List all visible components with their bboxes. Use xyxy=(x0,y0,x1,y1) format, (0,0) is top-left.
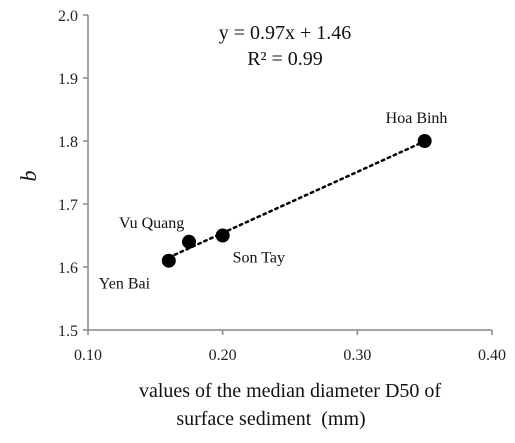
data-points xyxy=(161,134,432,268)
data-point xyxy=(182,234,196,249)
x-tick-label: 0.10 xyxy=(74,347,102,364)
y-tick-label: 1.7 xyxy=(58,197,78,214)
y-tick-label: 1.5 xyxy=(58,323,78,340)
y-tick-label: 2.0 xyxy=(58,8,78,25)
y-tick-label: 1.8 xyxy=(58,134,78,151)
point-label: Son Tay xyxy=(233,250,285,267)
x-tick-label: 0.30 xyxy=(343,347,371,364)
data-point xyxy=(215,228,230,243)
data-point xyxy=(161,253,176,268)
point-label: Yen Bai xyxy=(99,276,151,293)
point-label: Vu Quang xyxy=(119,215,184,232)
r-squared-label: R² = 0.99 xyxy=(247,48,323,70)
y-tick-label: 1.6 xyxy=(58,260,78,277)
trendline xyxy=(167,140,426,259)
x-tick-label: 0.20 xyxy=(209,347,237,364)
data-point xyxy=(417,134,432,148)
y-ticks: 1.5 1.6 1.7 1.8 1.9 2.0 xyxy=(58,8,88,340)
x-tick-label: 0.40 xyxy=(478,347,506,364)
point-label: Hoa Binh xyxy=(386,110,448,127)
y-tick-label: 1.9 xyxy=(58,71,78,88)
x-axis-title-line-1: values of the median diameter D50 of xyxy=(139,380,441,402)
y-axis-title: b xyxy=(16,171,41,182)
equation-label: y = 0.97x + 1.46 xyxy=(219,22,352,44)
x-axis-title-line-2: surface sediment (mm) xyxy=(176,408,365,430)
point-labels: Yen Bai Vu Quang Son Tay Hoa Binh xyxy=(99,110,448,293)
axes: 1.5 1.6 1.7 1.8 1.9 2.0 0.10 0.20 0.30 0.40 xyxy=(58,8,506,364)
x-ticks: 0.10 0.20 0.30 0.40 xyxy=(74,330,506,364)
